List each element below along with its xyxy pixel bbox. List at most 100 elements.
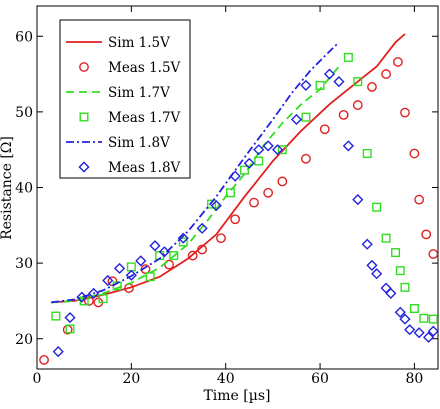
data-point xyxy=(113,262,126,275)
data-point xyxy=(385,287,397,299)
data-point xyxy=(372,202,382,212)
data-point xyxy=(51,311,61,321)
x-tick-label: 0 xyxy=(33,371,42,387)
data-point xyxy=(338,110,349,120)
data-point xyxy=(52,346,64,358)
legend-box xyxy=(59,19,191,179)
data-point xyxy=(65,324,75,334)
legend-item: Meas 1.7V xyxy=(79,110,181,126)
data-point xyxy=(366,259,378,271)
data-point xyxy=(225,188,235,198)
data-point xyxy=(135,255,147,267)
data-point xyxy=(149,240,161,252)
data-point xyxy=(187,250,198,261)
legend-item: Meas 1.5V xyxy=(79,60,181,76)
y-tick-label: 40 xyxy=(15,181,33,197)
data-point xyxy=(395,266,405,276)
data-point xyxy=(394,306,406,318)
data-point xyxy=(230,214,241,225)
series-line xyxy=(51,33,406,304)
legend-label: Meas 1.8V xyxy=(108,160,181,176)
data-point xyxy=(102,274,114,287)
legend-swatch xyxy=(79,62,89,72)
data-point xyxy=(125,269,137,281)
data-point xyxy=(380,282,392,294)
data-point xyxy=(409,304,419,314)
series-line xyxy=(51,65,340,304)
data-point xyxy=(352,100,363,110)
data-point xyxy=(277,176,288,187)
data-point xyxy=(427,325,439,337)
data-point xyxy=(392,57,403,67)
data-point xyxy=(207,199,217,209)
series-line xyxy=(51,41,340,304)
series-5 xyxy=(52,68,439,358)
legend-swatch xyxy=(78,161,90,173)
data-point xyxy=(39,355,49,365)
data-point xyxy=(400,282,410,292)
data-point xyxy=(253,144,265,156)
data-point xyxy=(319,124,330,135)
legend-item: Sim 1.5V xyxy=(66,35,170,51)
data-point xyxy=(210,200,222,212)
data-point xyxy=(197,244,208,255)
data-point xyxy=(300,79,312,91)
data-point xyxy=(353,77,363,87)
data-point xyxy=(323,68,336,80)
data-point xyxy=(98,294,108,304)
x-tick-label: 40 xyxy=(217,371,235,387)
x-axis-label: Time [µs] xyxy=(203,388,270,404)
data-point xyxy=(391,248,401,258)
legend-swatch xyxy=(79,112,89,122)
data-point xyxy=(371,268,383,280)
data-point xyxy=(229,170,241,182)
data-point xyxy=(342,140,354,152)
x-tick-label: 20 xyxy=(122,371,140,387)
data-point xyxy=(421,229,432,240)
series-0 xyxy=(51,33,406,304)
y-tick-label: 50 xyxy=(15,105,33,121)
data-point xyxy=(362,148,372,158)
data-point xyxy=(333,76,345,88)
data-point xyxy=(83,296,94,306)
series-2 xyxy=(51,65,340,304)
data-point xyxy=(419,313,429,323)
data-point xyxy=(352,194,364,206)
legend-label: Sim 1.7V xyxy=(108,85,170,101)
data-point xyxy=(64,311,76,324)
data-point xyxy=(381,69,392,79)
y-tick-label: 20 xyxy=(15,332,33,348)
y-tick-label: 30 xyxy=(15,256,33,272)
series-1 xyxy=(39,57,439,365)
data-point xyxy=(301,112,311,122)
data-point xyxy=(422,331,435,343)
data-point xyxy=(414,194,425,205)
data-point xyxy=(145,272,155,282)
data-point xyxy=(158,246,170,258)
data-point xyxy=(178,237,188,247)
legend-item: Sim 1.7V xyxy=(66,85,170,101)
legend-label: Meas 1.5V xyxy=(108,60,181,76)
data-point xyxy=(315,80,325,90)
series-layer xyxy=(39,33,439,365)
data-point xyxy=(76,291,88,303)
legend-item: Sim 1.8V xyxy=(66,135,170,151)
legend-label: Meas 1.7V xyxy=(108,110,181,126)
x-tick-label: 60 xyxy=(311,371,329,387)
data-point xyxy=(400,107,410,118)
data-point xyxy=(254,156,264,166)
data-point xyxy=(216,233,226,244)
legend-label: Sim 1.8V xyxy=(108,135,170,151)
legend: Sim 1.5V Meas 1.5V Sim 1.7V Meas 1.7V Sim 1.… xyxy=(59,19,191,179)
data-point xyxy=(126,262,136,272)
data-point xyxy=(243,157,255,169)
data-point xyxy=(240,165,250,175)
y-tick-label: 60 xyxy=(15,29,33,45)
y-axis-label: Resistance [Ω] xyxy=(0,136,15,240)
data-point xyxy=(409,148,420,159)
data-point xyxy=(164,259,174,270)
data-point xyxy=(263,187,274,198)
series-4 xyxy=(51,41,340,304)
data-point xyxy=(381,233,391,243)
